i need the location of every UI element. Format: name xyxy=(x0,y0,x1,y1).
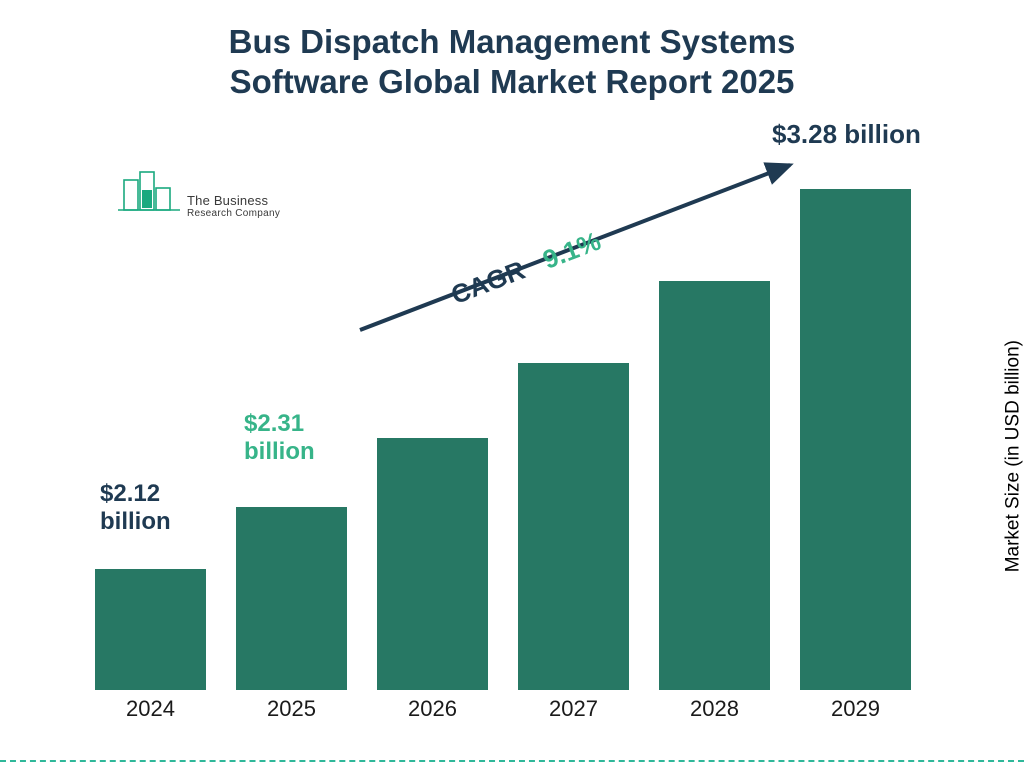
value-label-1: $2.31billion xyxy=(244,410,315,467)
bars-group xyxy=(95,150,945,690)
x-label-2024: 2024 xyxy=(95,696,206,722)
bar-2028 xyxy=(659,281,770,690)
chart-title: Bus Dispatch Management Systems Software… xyxy=(0,22,1024,103)
bar-2027 xyxy=(518,363,629,690)
title-line-1: Bus Dispatch Management Systems xyxy=(229,23,796,60)
x-label-2029: 2029 xyxy=(800,696,911,722)
bar-2026 xyxy=(377,438,488,690)
x-label-2028: 2028 xyxy=(659,696,770,722)
title-line-2: Software Global Market Report 2025 xyxy=(230,63,795,100)
x-label-2027: 2027 xyxy=(518,696,629,722)
value-label-2: $3.28 billion xyxy=(772,119,921,150)
bar-chart xyxy=(95,150,945,690)
x-label-2026: 2026 xyxy=(377,696,488,722)
x-label-2025: 2025 xyxy=(236,696,347,722)
bar-2024 xyxy=(95,569,206,690)
bar-2025 xyxy=(236,507,347,690)
chart-container: Bus Dispatch Management Systems Software… xyxy=(0,0,1024,768)
value-label-0: $2.12billion xyxy=(100,480,171,537)
y-axis-label: Market Size (in USD billion) xyxy=(1002,340,1024,572)
bottom-dashed-line xyxy=(0,760,1024,762)
bar-2029 xyxy=(800,189,911,690)
